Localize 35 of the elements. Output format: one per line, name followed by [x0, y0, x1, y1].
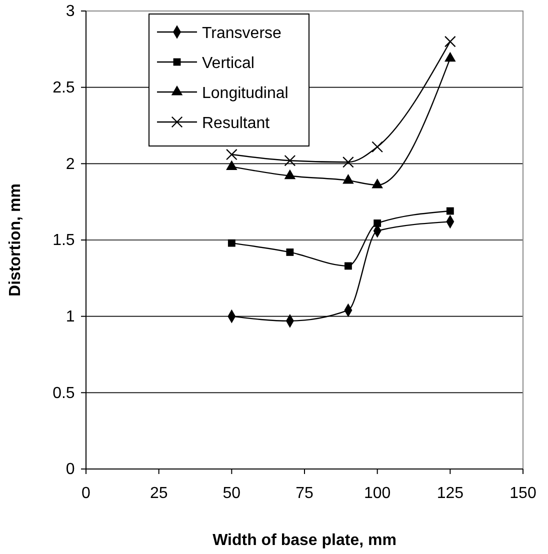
point: [226, 160, 238, 170]
point: [444, 52, 456, 62]
x-tick-label: 75: [296, 484, 314, 502]
y-tick-label: 1: [66, 308, 75, 326]
point: [344, 262, 352, 270]
point: [372, 178, 383, 188]
point: [228, 239, 236, 247]
x-tick-label: 150: [510, 484, 536, 502]
legend-label: Resultant: [202, 115, 270, 132]
legend-label: Vertical: [202, 55, 254, 72]
point: [444, 36, 456, 48]
point: [342, 156, 354, 168]
point: [342, 174, 354, 184]
y-axis-title: Distortion, mm: [7, 184, 24, 296]
x-tick-label: 125: [436, 484, 464, 502]
x-tick-label: 0: [82, 484, 91, 502]
y-tick-label: 0.5: [52, 384, 75, 402]
point: [284, 169, 296, 180]
y-tick-label: 0: [66, 461, 75, 478]
x-tick-label: 50: [222, 484, 241, 502]
x-tick-label: 25: [150, 484, 168, 502]
legend-label: Transverse: [202, 25, 282, 42]
point: [372, 141, 384, 153]
y-tick-label: 1.5: [52, 232, 75, 250]
y-tick-label: 3: [66, 3, 75, 20]
x-tick-label: 100: [364, 484, 391, 502]
point: [284, 154, 296, 166]
y-tick-label: 2.5: [52, 79, 75, 96]
point: [374, 220, 382, 227]
point: [286, 248, 294, 256]
y-tick-label: 2: [66, 156, 75, 173]
point: [446, 207, 454, 215]
x-axis-title: Width of base plate, mm: [212, 532, 396, 549]
point: [226, 148, 238, 160]
legend-label: Longitudinal: [202, 85, 288, 102]
